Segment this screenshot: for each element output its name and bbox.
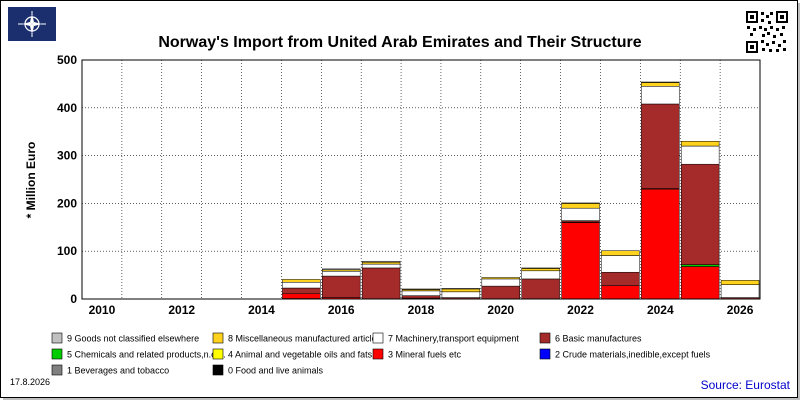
legend-label: 0 Food and live animals [228,366,324,376]
y-tick-label: 300 [57,149,77,163]
bar-segment-2021-series-6 [521,278,560,300]
bar-segment-2020-series-7 [481,278,520,287]
bar-segment-2019-series-8 [441,288,481,293]
x-tick-label: 2018 [408,303,435,317]
bar-segment-2018-series-6 [401,295,441,299]
chart-title: Norway's Import from United Arab Emirate… [158,34,641,51]
legend-swatch [51,332,63,344]
y-tick-label: 100 [57,244,77,258]
bar-segment-2015-series-7 [282,282,321,289]
bar-segment-2016-series-6 [322,275,361,298]
legend-label: 4 Animal and vegetable oils and fats [228,350,373,360]
bar-segment-2023-series-3 [601,285,640,300]
x-tick-label: 2020 [487,303,514,317]
x-tick-label: 2010 [89,303,116,317]
bar-segment-2022-series-3 [561,222,600,300]
legend-swatch [212,348,224,360]
legend-swatch [372,348,384,360]
bar-segment-2017-series-9 [361,260,401,263]
bar-segment-2016-series-7 [322,271,361,277]
plot-border [81,59,761,300]
bar-segment-2023-series-7 [601,255,640,273]
date-label: 17.8.2026 [10,377,50,387]
bar-segment-2023-series-6 [601,271,640,286]
bar-segment-2017-series-6 [361,267,401,300]
bar-segment-2015-series-3 [282,293,321,299]
bar-segment-2024-series-3 [641,188,680,300]
x-tick-label: 2012 [168,303,195,317]
legend-label: 1 Beverages and tobacco [67,366,169,376]
bar-segment-2023-series-8 [601,250,640,256]
bar-segment-2018-series-7 [401,290,441,296]
x-tick-label: 2014 [248,303,275,317]
source-label[interactable]: Source: Eurostat [701,378,791,392]
x-tick-label: 2016 [328,303,355,317]
legend-swatch [51,348,63,360]
legend-swatch [539,348,551,360]
legend-label: 8 Miscellaneous manufactured articles [228,334,382,344]
bar-segment-2015-series-6 [282,287,321,294]
y-axis-label: * Million Euro [24,142,38,219]
legend-label: 3 Mineral fuels etc [388,350,462,360]
bar-segment-2022-series-7 [561,207,600,221]
legend-swatch [51,364,63,376]
bar-segment-2017-series-7 [361,263,401,269]
legend-label: 9 Goods not classified elsewhere [67,334,199,344]
bar-segment-2021-series-7 [521,270,560,280]
legend-swatch [372,332,384,344]
bar-segment-2024-series-6 [641,103,680,189]
bar-segment-2025-series-8 [680,141,720,147]
bar-segment-2026-series-8 [720,280,760,285]
bar-segment-2025-series-7 [680,145,720,165]
bar-segment-2019-series-7 [441,291,481,298]
bar-segment-2015-series-8 [282,279,321,283]
bar-segment-2024-series-8 [641,82,680,87]
legend-swatch [212,364,224,376]
legend-label: 6 Basic manufactures [555,334,642,344]
bar-segment-2022-series-8 [561,203,600,209]
legend-swatch [539,332,551,344]
bar-segment-2020-series-6 [481,285,520,300]
y-tick-label: 500 [57,53,77,67]
y-tick-label: 0 [70,292,77,306]
legend-label: 7 Machinery,transport equipment [388,334,519,344]
legend-label: 2 Crude materials,inedible,except fuels [555,350,711,360]
qr-code-icon [745,10,789,54]
x-tick-label: 2026 [727,303,754,317]
bar-segment-2016-series-9 [322,268,361,271]
legend-swatch [212,332,224,344]
bar-segment-2025-series-6 [680,163,720,265]
x-tick-label: 2024 [647,303,674,317]
y-tick-label: 400 [57,101,77,115]
bars [282,81,760,300]
bar-segment-2025-series-3 [680,266,720,300]
bar-segment-2020-series-8 [481,277,520,280]
y-tick-label: 200 [57,196,77,210]
bar-segment-2024-series-7 [641,86,680,105]
nato-compass-logo-icon [8,7,56,41]
legend-label: 5 Chemicals and related products,n.e.s. [67,350,226,360]
y-tick-labels: 0 100 200 300 400 500 [57,53,77,306]
x-tick-labels: 2010 2012 2014 2016 2018 2020 2022 2024 2026 [89,303,754,317]
x-tick-label: 2022 [567,303,594,317]
bar-segment-2026-series-7 [720,284,760,298]
bar-segment-2017-series-8 [361,261,401,265]
legend: 9 Goods not classified elsewhere 8 Miscel… [51,332,711,376]
bar-segment-2021-series-8 [521,268,560,272]
bar-segment-2025-series-5 [680,264,720,267]
